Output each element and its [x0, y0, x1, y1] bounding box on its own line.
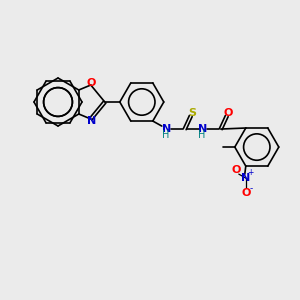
Text: N: N [198, 124, 207, 134]
Text: H: H [198, 130, 206, 140]
Text: S: S [188, 108, 196, 118]
Text: N: N [87, 116, 96, 126]
Text: N: N [241, 173, 250, 183]
Text: N: N [162, 124, 171, 134]
Text: -: - [249, 184, 252, 194]
Text: O: O [86, 79, 95, 88]
Text: O: O [223, 108, 232, 118]
Text: O: O [231, 165, 241, 175]
Text: +: + [248, 168, 254, 177]
Text: O: O [241, 188, 250, 198]
Text: H: H [162, 130, 169, 140]
